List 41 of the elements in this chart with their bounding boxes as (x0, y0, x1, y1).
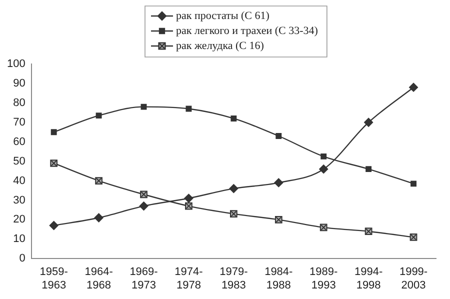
x-tick-label: 1964-1968 (84, 266, 114, 292)
y-tick-label: 0 (19, 252, 26, 265)
point (274, 178, 284, 188)
y-tick-label: 80 (13, 96, 26, 109)
y-tick-label: 50 (13, 155, 26, 168)
y-tick-label: 40 (13, 174, 26, 187)
point (320, 153, 327, 160)
x-tick-label: 1989-1993 (310, 266, 338, 292)
point (410, 180, 416, 187)
point (140, 104, 147, 110)
y-tick-label: 100 (6, 58, 26, 70)
x-tick-label: 1974-1978 (174, 266, 204, 292)
x-tick-label: 1999-2003 (399, 266, 428, 292)
x-tick-label: 1994-1998 (354, 266, 383, 292)
point (364, 118, 374, 127)
point (229, 184, 238, 194)
legend-label: рак легкого и трахеи (С 33-34) (176, 24, 318, 37)
y-tick-label: 70 (13, 116, 26, 128)
point (186, 106, 192, 112)
point (409, 82, 418, 92)
point (319, 164, 328, 174)
y-tick-label: 10 (13, 233, 26, 246)
point (184, 194, 194, 203)
point (366, 166, 372, 172)
point (139, 202, 148, 211)
y-tick-label: 60 (13, 136, 26, 148)
y-tick-label: 30 (13, 194, 26, 206)
x-tick-label: 1979-1983 (220, 266, 248, 292)
point (94, 213, 104, 222)
point (49, 221, 58, 230)
x-tick-label: 1959-1963 (40, 266, 68, 292)
point (276, 133, 282, 139)
point (96, 112, 102, 119)
y-tick-label: 90 (13, 77, 26, 90)
legend-label: рак желудка (С 16) (176, 40, 264, 52)
point (50, 129, 57, 136)
x-tick-label: 1984-1988 (264, 266, 294, 292)
point (230, 116, 237, 122)
y-tick-label: 20 (13, 214, 26, 226)
x-tick-label: 1969-1973 (130, 266, 158, 292)
legend-label: рак простаты (С 61) (176, 10, 270, 22)
